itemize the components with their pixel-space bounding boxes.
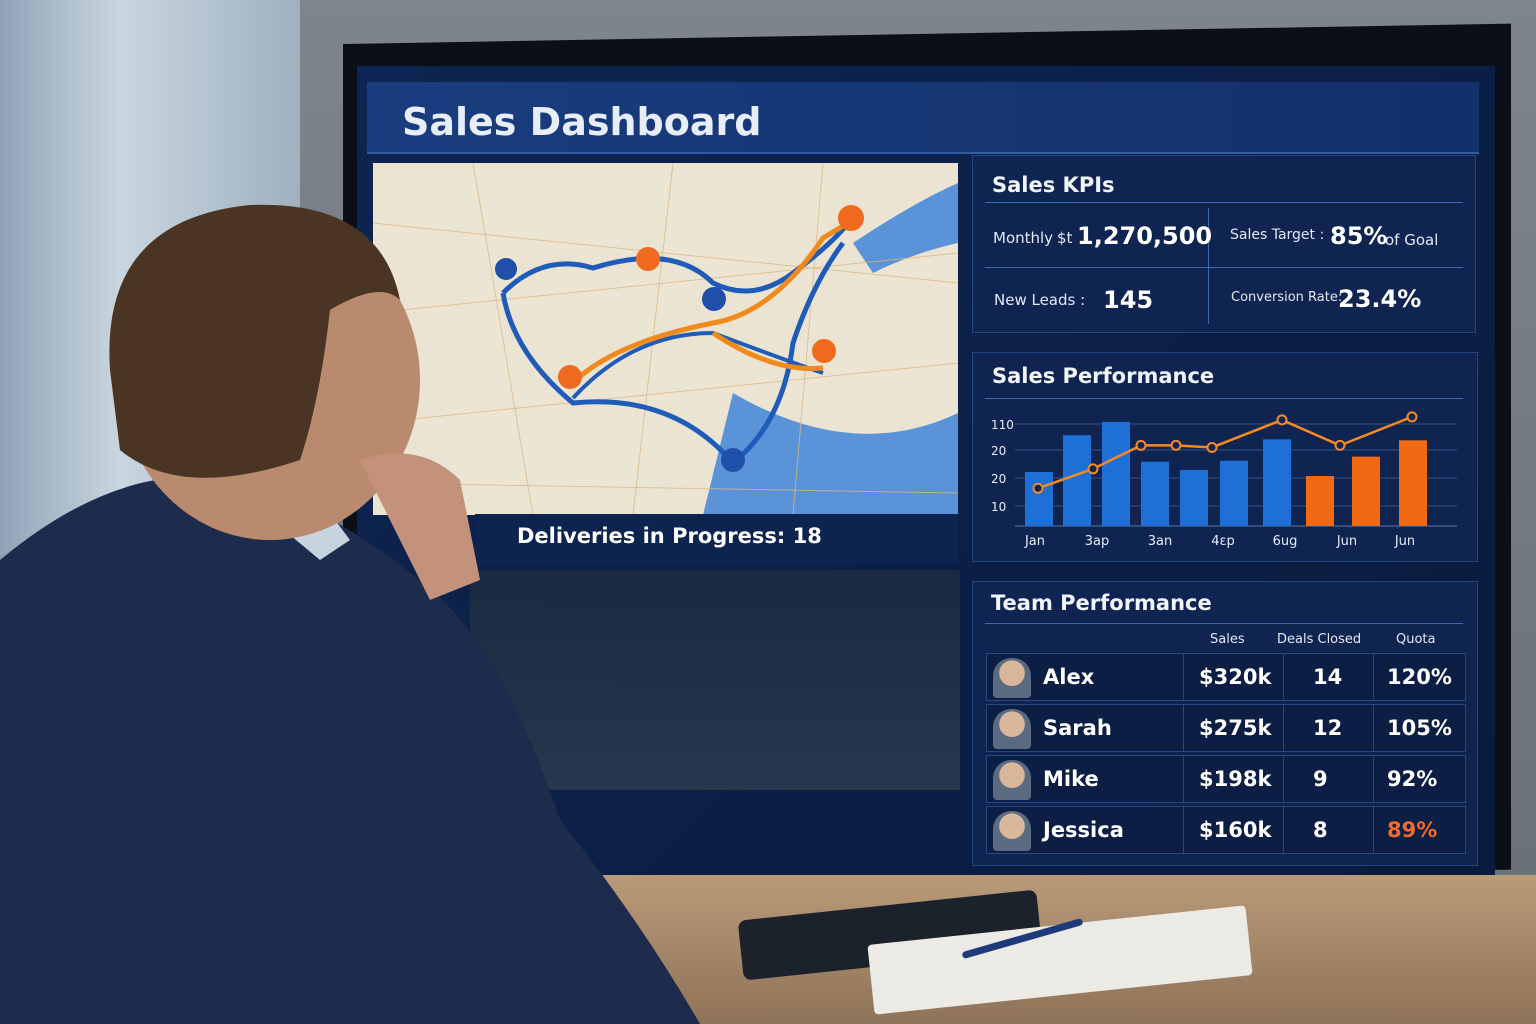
bar <box>1220 460 1248 526</box>
member-sales: $198k <box>1199 767 1272 791</box>
man-silhouette <box>0 204 700 1024</box>
map-pin-blue[interactable] <box>721 448 745 472</box>
map-pin-orange[interactable] <box>636 247 660 271</box>
x-tick-label: Jun <box>1336 534 1357 549</box>
dashboard-title: Sales Dashboard <box>402 100 762 144</box>
member-name: Jessica <box>1043 818 1124 842</box>
member-name: Mike <box>1043 767 1099 791</box>
map-pin-blue[interactable] <box>495 258 517 280</box>
monthly-value: 1,270,500 <box>1077 222 1213 250</box>
y-tick-label: 20 <box>991 472 1006 486</box>
map-pin-orange[interactable] <box>558 365 582 389</box>
bar <box>1306 476 1334 526</box>
member-name: Alex <box>1043 665 1095 689</box>
delivery-map[interactable] <box>373 163 958 515</box>
team-title: Team Performance <box>991 591 1212 615</box>
bar <box>1141 461 1169 526</box>
bar <box>1180 469 1208 526</box>
team-row[interactable]: Mike $198k 9 92% <box>986 755 1466 803</box>
x-tick-label: Jan <box>1024 534 1045 549</box>
member-deals: 8 <box>1313 818 1328 842</box>
member-deals: 9 <box>1313 767 1328 791</box>
pins <box>495 205 864 472</box>
trend-line <box>1037 415 1413 490</box>
bar <box>1263 439 1291 526</box>
team-row[interactable]: Alex $320k 14 120% <box>986 653 1466 701</box>
avatar <box>993 811 1031 851</box>
trend-point <box>1135 439 1147 451</box>
member-name: Sarah <box>1043 716 1112 740</box>
trend-point <box>1087 463 1099 475</box>
deliveries-in-progress: Deliveries in Progress: 18 <box>475 514 958 564</box>
member-sales: $160k <box>1199 818 1272 842</box>
conversion-value: 23.4% <box>1338 285 1422 313</box>
kpi-title: Sales KPIs <box>992 173 1115 197</box>
bar <box>1063 435 1091 526</box>
sales-performance-chart: 110 20 20 10 Jan 3ap 3an 4εp 6ug Jun Jun <box>991 411 1457 549</box>
leads-label: New Leads : <box>994 291 1086 309</box>
leads-value: 145 <box>1103 286 1154 314</box>
monthly-label: Monthly <box>993 229 1054 247</box>
route-blue <box>571 330 824 400</box>
y-tick-label: 110 <box>991 418 1014 432</box>
trend-point <box>1334 439 1346 451</box>
member-deals: 14 <box>1313 665 1343 689</box>
map-pin-orange[interactable] <box>812 339 836 363</box>
member-quota: 120% <box>1387 665 1452 689</box>
route-orange <box>711 330 824 372</box>
bar <box>1102 421 1130 526</box>
x-tick-label: 6ug <box>1273 534 1298 549</box>
dashboard-header <box>367 82 1479 154</box>
bar <box>1399 440 1427 526</box>
monthly-currency: $t <box>1057 229 1073 247</box>
avatar <box>993 709 1031 749</box>
member-sales: $275k <box>1199 716 1272 740</box>
member-quota: 89% <box>1387 818 1438 842</box>
map-pin-orange[interactable] <box>838 205 864 231</box>
x-tick-label: 3an <box>1148 534 1172 549</box>
header-deals: Deals Closed <box>1277 632 1362 647</box>
map-routes <box>373 163 958 515</box>
y-tick-label: 10 <box>991 500 1006 514</box>
avatar <box>993 658 1031 698</box>
team-row[interactable]: Sarah $275k 12 105% <box>986 704 1466 752</box>
x-tick-label: 4εp <box>1211 534 1235 549</box>
trend-point <box>1170 439 1182 451</box>
screen-reflection <box>470 570 960 790</box>
avatar <box>993 760 1031 800</box>
x-tick-label: 3ap <box>1085 534 1110 549</box>
trend-point <box>1276 414 1288 426</box>
team-row[interactable]: Jessica $160k 8 89% <box>986 806 1466 854</box>
bar <box>1025 471 1053 526</box>
trend-point <box>1032 482 1044 494</box>
x-tick-label: Jun <box>1394 534 1415 549</box>
y-tick-label: 20 <box>991 444 1006 458</box>
conversion-label: Conversion Rate: <box>1231 290 1343 305</box>
header-sales: Sales <box>1210 632 1245 647</box>
trend-point <box>1406 411 1418 423</box>
member-deals: 12 <box>1313 716 1343 740</box>
bar <box>1352 456 1380 526</box>
target-value: 85% <box>1330 222 1388 250</box>
target-suffix: of Goal <box>1385 231 1439 249</box>
header-quota: Quota <box>1396 632 1436 647</box>
water <box>853 183 958 273</box>
route-orange <box>571 220 850 385</box>
chart-title: Sales Performance <box>992 364 1215 388</box>
target-label: Sales Target : <box>1230 227 1325 243</box>
trend-point <box>1206 441 1218 453</box>
member-quota: 92% <box>1387 767 1438 791</box>
map-pin-blue[interactable] <box>702 287 726 311</box>
sales-performance-panel <box>972 352 1478 562</box>
member-sales: $320k <box>1199 665 1272 689</box>
member-quota: 105% <box>1387 716 1452 740</box>
kpi-panel <box>972 155 1476 333</box>
